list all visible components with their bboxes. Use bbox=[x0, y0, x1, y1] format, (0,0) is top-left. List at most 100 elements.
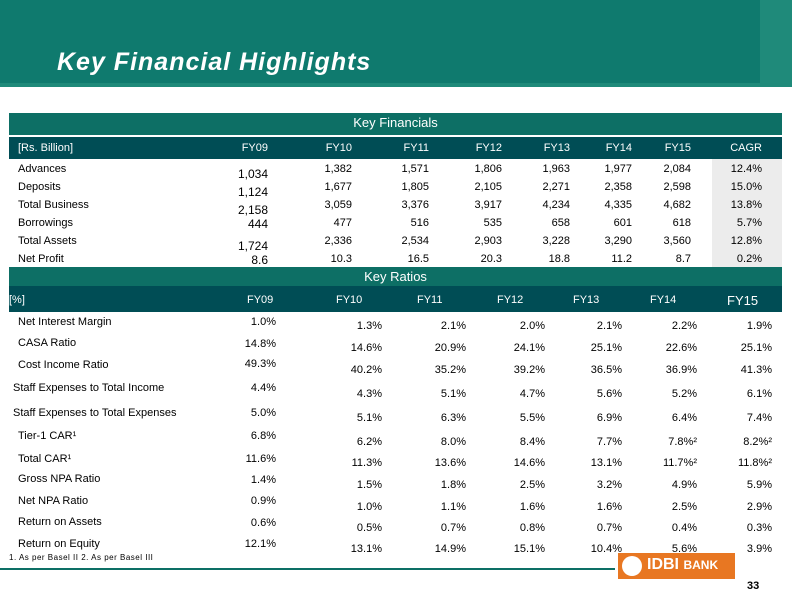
financials-cell: 0.2% bbox=[736, 253, 762, 265]
financials-cell: 1,677 bbox=[324, 181, 352, 193]
ratios-cell: 0.5% bbox=[356, 522, 382, 534]
ratios-cell: 4.7% bbox=[519, 388, 545, 400]
ratios-col-header: FY15 bbox=[727, 293, 759, 308]
financials-cell: 4,682 bbox=[663, 199, 691, 211]
ratios-col-header: FY12 bbox=[497, 294, 524, 306]
financials-col-header: CAGR bbox=[730, 142, 762, 154]
logo-text: IDBI BANK bbox=[647, 556, 718, 574]
ratios-cell: 6.1% bbox=[746, 388, 772, 400]
financials-cell: 12.8% bbox=[730, 235, 762, 247]
ratios-cell: 1.3% bbox=[356, 320, 382, 332]
ratios-cell: 1.6% bbox=[596, 501, 622, 513]
ratios-cell: 5.1% bbox=[356, 412, 382, 424]
ratios-cell: 36.5% bbox=[590, 364, 622, 376]
ratios-cell: 10.4% bbox=[590, 543, 622, 555]
ratios-cell: 1.0% bbox=[250, 316, 276, 328]
ratios-cell: 5.9% bbox=[746, 479, 772, 491]
ratios-cell: 5.6% bbox=[671, 543, 697, 555]
ratios-row-label: Net Interest Margin bbox=[18, 316, 112, 328]
ratios-cell: 1.6% bbox=[519, 501, 545, 513]
financials-cell: 658 bbox=[551, 217, 570, 229]
financials-cell: 20.3 bbox=[480, 253, 502, 265]
ratios-cell: 11.6% bbox=[245, 453, 276, 465]
financials-cell: 2,358 bbox=[604, 181, 632, 193]
ratios-col-header: FY11 bbox=[417, 294, 443, 306]
financials-cell: 4,234 bbox=[542, 199, 570, 211]
financials-cell: 18.8 bbox=[548, 253, 570, 265]
ratios-cell: 8.2%² bbox=[743, 436, 772, 448]
ratios-cell: 11.7%² bbox=[662, 457, 697, 469]
financials-cell: 1,571 bbox=[401, 163, 429, 175]
ratios-cell: 0.3% bbox=[746, 522, 772, 534]
ratios-cell: 8.4% bbox=[519, 436, 545, 448]
ratios-cell: 0.9% bbox=[250, 495, 276, 507]
ratios-row-label: CASA Ratio bbox=[18, 337, 77, 349]
ratios-cell: 2.0% bbox=[519, 320, 545, 332]
ratios-cell: 7.4% bbox=[746, 412, 772, 424]
financials-cell: 2,084 bbox=[663, 163, 691, 175]
financials-row-label: Borrowings bbox=[18, 217, 74, 229]
financials-cell: 8.7 bbox=[675, 253, 691, 265]
ratios-cell: 0.4% bbox=[671, 522, 697, 534]
ratios-cell: 25.1% bbox=[590, 342, 622, 354]
ratios-row-label: Cost Income Ratio bbox=[18, 359, 109, 371]
ratios-cell: 6.8% bbox=[250, 430, 276, 442]
ratios-cell: 1.0% bbox=[356, 501, 382, 513]
idbi-logo: IDBI BANK bbox=[618, 553, 735, 579]
ratios-row-label: Tier-1 CAR¹ bbox=[18, 430, 77, 442]
ratios-cell: 11.8%² bbox=[737, 457, 772, 469]
logo-name: IDBI bbox=[647, 556, 679, 573]
ratios-cell: 49.3% bbox=[244, 358, 276, 370]
financials-cell: 2,336 bbox=[324, 235, 352, 247]
financials-row-label: Total Assets bbox=[18, 235, 77, 247]
ratios-cell: 14.8% bbox=[244, 338, 276, 350]
ratios-cell: 2.1% bbox=[596, 320, 622, 332]
financials-cell: 2,903 bbox=[474, 235, 502, 247]
financials-cell: 3,376 bbox=[401, 199, 429, 211]
ratios-cell: 7.8%² bbox=[668, 436, 697, 448]
footnote: 1. As per Basel II 2. As per Basel III bbox=[9, 553, 154, 562]
ratios-unit-header: [%] bbox=[9, 294, 25, 306]
ratios-cell: 36.9% bbox=[665, 364, 697, 376]
ratios-cell: 4.3% bbox=[356, 388, 382, 400]
financials-cell: 11.2 bbox=[611, 253, 632, 265]
financials-unit-header: [Rs. Billion] bbox=[18, 142, 74, 154]
ratios-cell: 8.0% bbox=[440, 436, 466, 448]
financials-cell: 1,806 bbox=[474, 163, 502, 175]
ratios-cell: 41.3% bbox=[740, 364, 772, 376]
ratios-cell: 1.9% bbox=[746, 320, 772, 332]
ratios-cell: 2.9% bbox=[746, 501, 772, 513]
ratios-cell: 5.1% bbox=[440, 388, 466, 400]
financials-cell: 444 bbox=[247, 217, 268, 231]
financials-cell: 16.5 bbox=[407, 253, 429, 265]
financials-cell: 516 bbox=[410, 217, 429, 229]
ratios-cell: 0.7% bbox=[440, 522, 466, 534]
financials-cell: 8.6 bbox=[251, 253, 268, 267]
ratios-cell: 1.4% bbox=[250, 474, 276, 486]
ratios-cell: 1.1% bbox=[440, 501, 466, 513]
ratios-cell: 7.7% bbox=[596, 436, 622, 448]
financials-cell: 10.3 bbox=[330, 253, 352, 265]
ratios-cell: 0.6% bbox=[250, 517, 276, 529]
financials-col-header: FY10 bbox=[325, 142, 352, 154]
ratios-cell: 14.6% bbox=[350, 342, 382, 354]
ratios-cell: 2.2% bbox=[671, 320, 697, 332]
financials-cell: 13.8% bbox=[730, 199, 762, 211]
ratios-cell: 6.2% bbox=[356, 436, 382, 448]
financials-cell: 1,963 bbox=[542, 163, 570, 175]
ratios-cell: 15.1% bbox=[513, 543, 545, 555]
financials-cell: 2,105 bbox=[474, 181, 502, 193]
ratios-cell: 35.2% bbox=[434, 364, 466, 376]
financials-header-row: [Rs. Billion] FY09 FY10 FY11 FY12 FY13 FY14 FY1… bbox=[9, 137, 782, 159]
ratios-row-label: Total CAR¹ bbox=[18, 453, 72, 465]
ratios-header-row: [%] FY09 FY10 FY11 FY12 FY13 FY14 FY15 bbox=[9, 286, 782, 312]
financials-col-header: FY11 bbox=[403, 142, 429, 154]
financials-row-label: Net Profit bbox=[18, 253, 64, 265]
ratios-cell: 6.4% bbox=[671, 412, 697, 424]
cagr-column-bg bbox=[712, 159, 782, 267]
financials-row-label: Deposits bbox=[18, 181, 61, 193]
financials-section-title: Key Financials bbox=[9, 113, 782, 135]
financials-cell: 5.7% bbox=[736, 217, 762, 229]
ratios-cell: 2.5% bbox=[519, 479, 545, 491]
ratios-cell: 39.2% bbox=[513, 364, 545, 376]
